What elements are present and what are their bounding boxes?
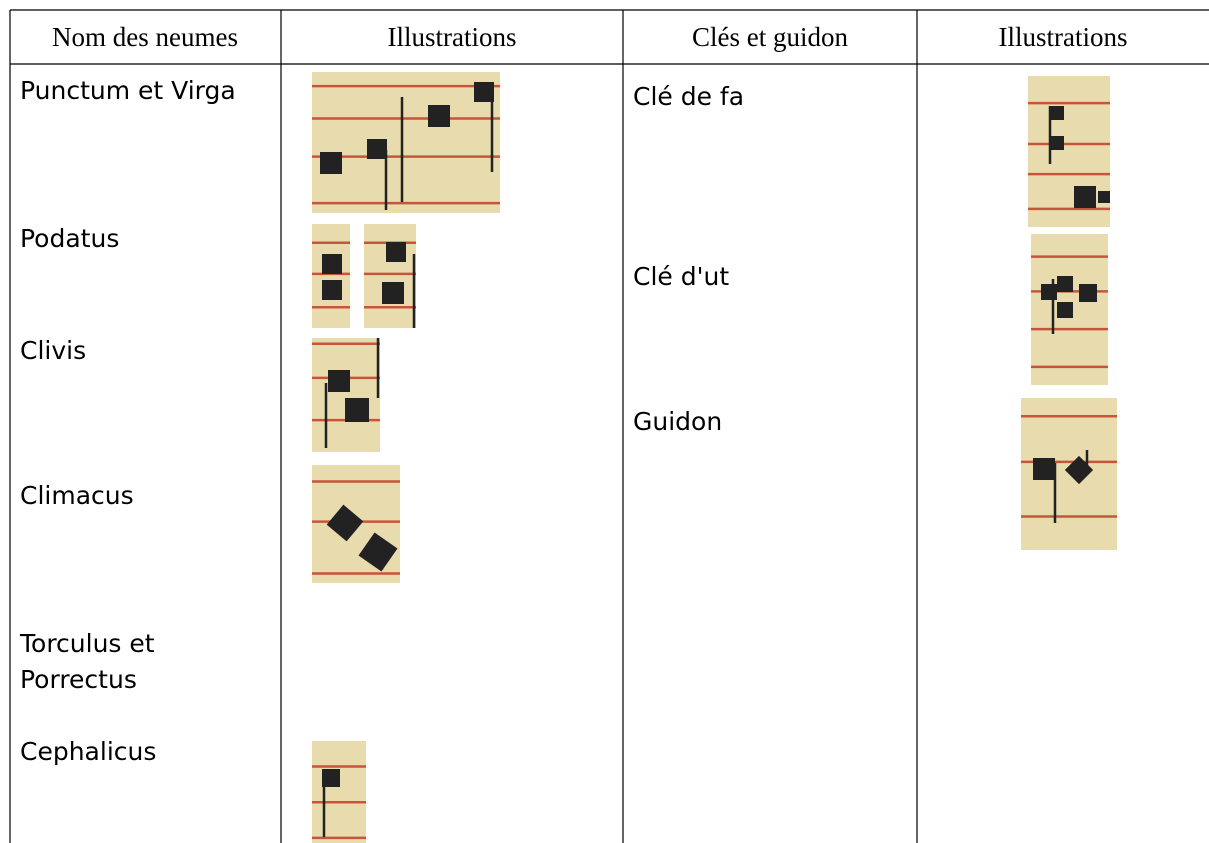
parchment: [312, 224, 350, 328]
parchment: [312, 741, 366, 843]
note: [322, 280, 342, 300]
note: [322, 254, 342, 274]
column-header: Clés et guidon: [692, 22, 848, 52]
neume-name: Punctum et Virga: [20, 76, 236, 105]
neume-name: Torculus et: [19, 629, 155, 658]
illustrations: [312, 72, 1117, 843]
clef-name: Guidon: [633, 407, 722, 436]
note: [382, 282, 404, 304]
note: [1041, 284, 1057, 300]
neume-name: Porrectus: [20, 665, 137, 694]
table-grid: [9, 9, 1209, 843]
note: [322, 769, 340, 787]
note: [428, 105, 450, 127]
column-header: Illustrations: [999, 22, 1128, 52]
neume-name: Climacus: [20, 481, 134, 510]
note: [1050, 106, 1064, 120]
column-header: Nom des neumes: [52, 22, 238, 52]
clef-name: Clé de fa: [633, 82, 744, 111]
note: [1057, 302, 1073, 318]
note: [474, 82, 494, 102]
note: [1057, 276, 1073, 292]
note: [1098, 191, 1110, 203]
note: [1033, 458, 1055, 480]
clef-name: Clé d'ut: [633, 262, 729, 291]
parchment: [1028, 76, 1110, 227]
note: [1074, 186, 1096, 208]
parchment: [364, 224, 416, 328]
note: [386, 242, 406, 262]
note: [345, 398, 369, 422]
neume-name: Podatus: [20, 224, 119, 253]
parchment: [312, 338, 380, 452]
parchment: [312, 72, 500, 213]
note: [367, 139, 387, 159]
note: [326, 504, 364, 542]
column-header: Illustrations: [388, 22, 517, 52]
neume-name: Cephalicus: [20, 737, 156, 766]
note: [328, 370, 350, 392]
note: [1079, 284, 1097, 302]
neume-name: Clivis: [20, 336, 86, 365]
note: [1050, 136, 1064, 150]
note: [358, 532, 398, 572]
note: [320, 152, 342, 174]
